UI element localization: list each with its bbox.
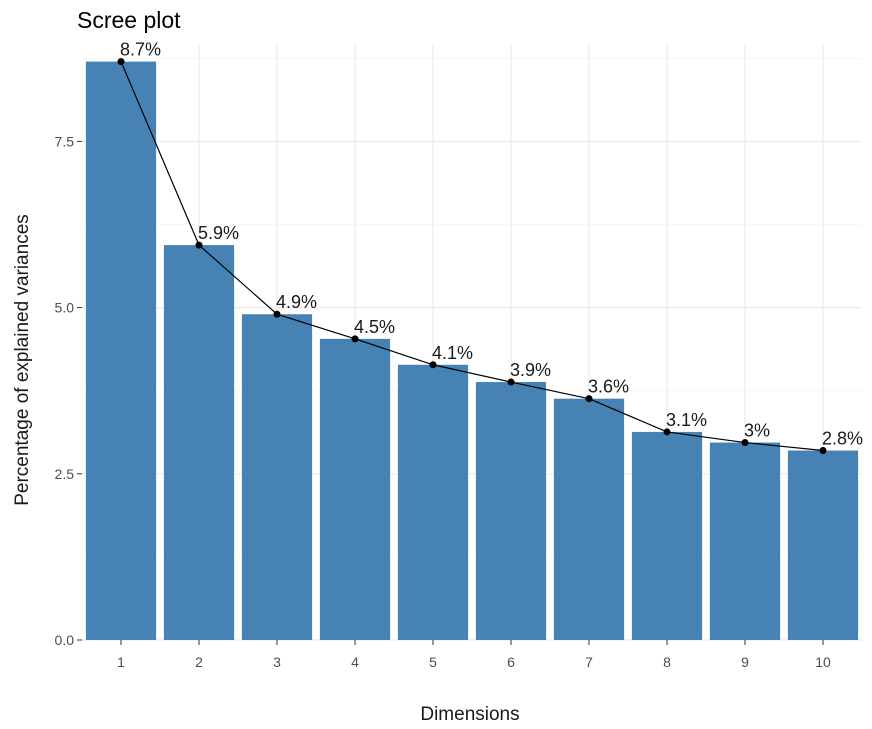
bar-dim-5 xyxy=(397,364,469,640)
y-tick-label: 0.0 xyxy=(55,632,75,648)
trend-line xyxy=(120,61,824,452)
y-tick-label: 5.0 xyxy=(55,300,75,316)
point-dim-9 xyxy=(741,439,749,447)
bar-dim-3 xyxy=(241,314,313,640)
data-label-dim-5: 4.1% xyxy=(432,343,473,363)
point-dim-1 xyxy=(117,58,125,66)
data-label-dim-10: 2.8% xyxy=(822,429,863,449)
axes: 0.0 2.5 5.0 7.5 1 2 3 4 5 6 7 8 9 10 xyxy=(55,133,831,670)
point-dim-4 xyxy=(351,335,359,343)
y-tick-label: 2.5 xyxy=(55,466,75,482)
data-label-dim-9: 3% xyxy=(744,421,770,441)
chart-title: Scree plot xyxy=(77,7,181,33)
bar-dim-6 xyxy=(475,382,547,640)
data-label-dim-6: 3.9% xyxy=(510,360,551,380)
point-dim-6 xyxy=(507,378,515,386)
bar-dim-1 xyxy=(85,61,157,640)
data-labels: 8.7% 5.9% 4.9% 4.5% 4.1% 3.9% 3.6% 3.1% 3% 2.8% xyxy=(120,40,863,449)
x-tick-label: 1 xyxy=(117,654,125,670)
bar-dim-7 xyxy=(553,398,625,640)
point-dim-2 xyxy=(195,241,203,249)
point-dim-5 xyxy=(429,361,437,369)
x-tick-label: 8 xyxy=(663,654,671,670)
x-tick-label: 9 xyxy=(741,654,749,670)
x-tick-label: 5 xyxy=(429,654,437,670)
point-dim-8 xyxy=(663,428,671,436)
point-dim-3 xyxy=(273,310,281,318)
data-label-dim-2: 5.9% xyxy=(198,223,239,243)
x-tick-label: 10 xyxy=(815,654,831,670)
x-tick-label: 4 xyxy=(351,654,359,670)
point-dim-7 xyxy=(585,395,593,403)
x-tick-label: 2 xyxy=(195,654,203,670)
bar-dim-2 xyxy=(163,245,235,640)
bar-dim-10 xyxy=(787,450,859,640)
data-label-dim-3: 4.9% xyxy=(276,292,317,312)
data-label-dim-8: 3.1% xyxy=(666,410,707,430)
y-tick-label: 7.5 xyxy=(55,133,75,149)
bars xyxy=(85,61,859,640)
point-dim-10 xyxy=(819,447,827,455)
bar-dim-9 xyxy=(709,442,781,640)
y-axis-title: Percentage of explained variances xyxy=(12,214,33,506)
trend-polyline xyxy=(120,61,824,452)
bar-dim-4 xyxy=(319,338,391,640)
data-label-dim-7: 3.6% xyxy=(588,377,629,397)
x-tick-label: 7 xyxy=(585,654,593,670)
x-axis-title: Dimensions xyxy=(420,704,519,725)
x-tick-label: 6 xyxy=(507,654,515,670)
data-label-dim-4: 4.5% xyxy=(354,317,395,337)
x-tick-label: 3 xyxy=(273,654,281,670)
bar-dim-8 xyxy=(631,431,703,640)
points xyxy=(117,58,827,455)
data-label-dim-1: 8.7% xyxy=(120,40,161,60)
